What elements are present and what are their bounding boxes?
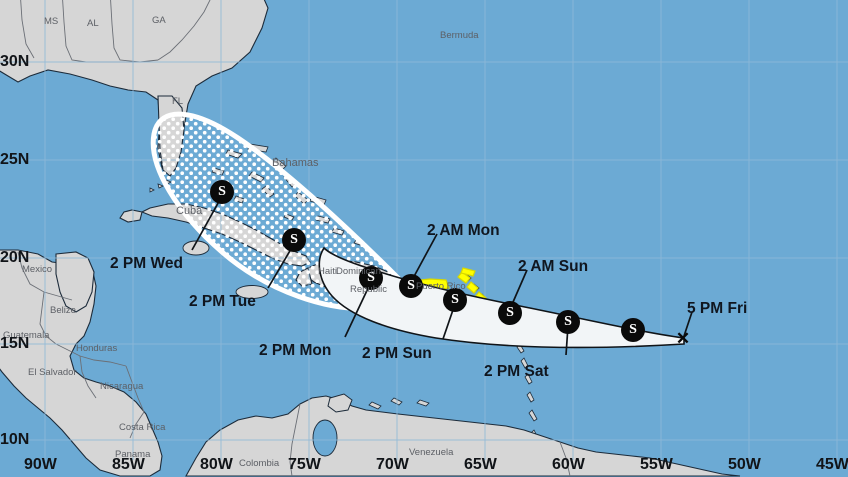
track-marker-2pm-mon[interactable]: S bbox=[360, 267, 382, 289]
place-label-panama: Panama bbox=[115, 449, 151, 460]
place-label-bermuda: Bermuda bbox=[440, 30, 479, 41]
lon-tick-90w: 90W bbox=[24, 456, 57, 473]
lon-tick-80w: 80W bbox=[200, 456, 233, 473]
place-label-bahamas: Bahamas bbox=[272, 157, 319, 169]
island-isla-juventud bbox=[182, 240, 210, 256]
track-marker-2am-sun[interactable]: S bbox=[499, 302, 521, 324]
lat-tick-30n: 30N bbox=[0, 53, 30, 70]
forecast-label-2am-mon: 2 AM Mon bbox=[427, 222, 500, 239]
track-marker-2pm-tue[interactable]: S bbox=[283, 229, 305, 251]
place-label-ga: GA bbox=[152, 15, 166, 26]
place-label-venezuela: Venezuela bbox=[409, 447, 454, 458]
lon-tick-45w: 45W bbox=[816, 456, 848, 473]
place-label-mexico: Mexico bbox=[22, 264, 53, 275]
lat-tick-25n: 25N bbox=[0, 151, 30, 168]
leader-2pm-tue bbox=[267, 243, 295, 289]
lon-tick-75w: 75W bbox=[288, 456, 321, 473]
forecast-label-2pm-sat: 2 PM Sat bbox=[484, 363, 549, 380]
track-marker-2am-mon[interactable]: S bbox=[400, 275, 422, 297]
lat-tick-20n: 20N bbox=[0, 249, 30, 266]
south-america-borders bbox=[289, 403, 571, 477]
island-jamaica bbox=[235, 285, 269, 299]
place-label-al: AL bbox=[87, 18, 99, 29]
leader-2pm-wed bbox=[191, 195, 223, 251]
place-label-guatemala: Guatemala bbox=[3, 330, 50, 341]
place-label-honduras: Honduras bbox=[76, 343, 118, 354]
lat-tick-10n: 10N bbox=[0, 431, 30, 448]
forecast-label-2pm-sun: 2 PM Sun bbox=[362, 345, 432, 362]
forecast-label-5pm-fri: 5 PM Fri bbox=[687, 300, 748, 317]
place-label-republic: Republic bbox=[350, 284, 387, 295]
place-label-costa-rica: Costa Rica bbox=[119, 422, 166, 433]
lon-tick-60w: 60W bbox=[552, 456, 585, 473]
track-marker-2pm-sun[interactable]: S bbox=[444, 289, 466, 311]
leader-line-group bbox=[191, 195, 693, 356]
place-label-fl: FL bbox=[172, 96, 184, 107]
yucatan-peninsula bbox=[55, 251, 95, 313]
track-marker-2pm-wed[interactable]: S bbox=[211, 181, 233, 203]
lon-tick-65w: 65W bbox=[464, 456, 497, 473]
lon-tick-55w: 55W bbox=[640, 456, 673, 473]
place-label-el-salvador: El Salvador bbox=[28, 367, 77, 378]
cone-day123-shape bbox=[318, 246, 685, 349]
lake-maracaibo bbox=[312, 419, 338, 457]
place-label-colombia: Colombia bbox=[239, 458, 280, 469]
place-label-haiti: Haiti bbox=[318, 266, 338, 277]
place-label-dominican: Dominican bbox=[336, 266, 381, 277]
place-label-puerto-rico: Puerto Rico bbox=[416, 281, 466, 292]
lon-tick-85w: 85W bbox=[112, 456, 145, 473]
track-marker-5pm-fri-current-position[interactable]: ✕ bbox=[675, 329, 691, 348]
track-marker-2pm-sat[interactable]: S bbox=[557, 311, 579, 333]
lon-tick-70w: 70W bbox=[376, 456, 409, 473]
lat-tick-15n: 15N bbox=[0, 335, 30, 352]
forecast-label-2pm-tue: 2 PM Tue bbox=[189, 293, 256, 310]
leader-2am-mon bbox=[410, 233, 438, 283]
graticule bbox=[0, 0, 848, 460]
forecast-label-2pm-wed: 2 PM Wed bbox=[110, 255, 183, 272]
forecast-label-2pm-mon: 2 PM Mon bbox=[259, 342, 332, 359]
guajira-peninsula bbox=[327, 393, 353, 413]
place-label-nicaragua: Nicaragua bbox=[100, 381, 144, 392]
lon-tick-50w: 50W bbox=[728, 456, 761, 473]
place-label-ms: MS bbox=[44, 16, 59, 27]
place-label-cuba: Cuba bbox=[176, 205, 203, 217]
place-label-belize: Belize bbox=[50, 305, 76, 316]
track-marker-2am-sat[interactable]: S bbox=[622, 319, 644, 341]
forecast-label-2am-sun: 2 AM Sun bbox=[518, 258, 589, 275]
leader-2pm-mon bbox=[344, 281, 372, 338]
leader-5pm-fri bbox=[683, 311, 693, 337]
